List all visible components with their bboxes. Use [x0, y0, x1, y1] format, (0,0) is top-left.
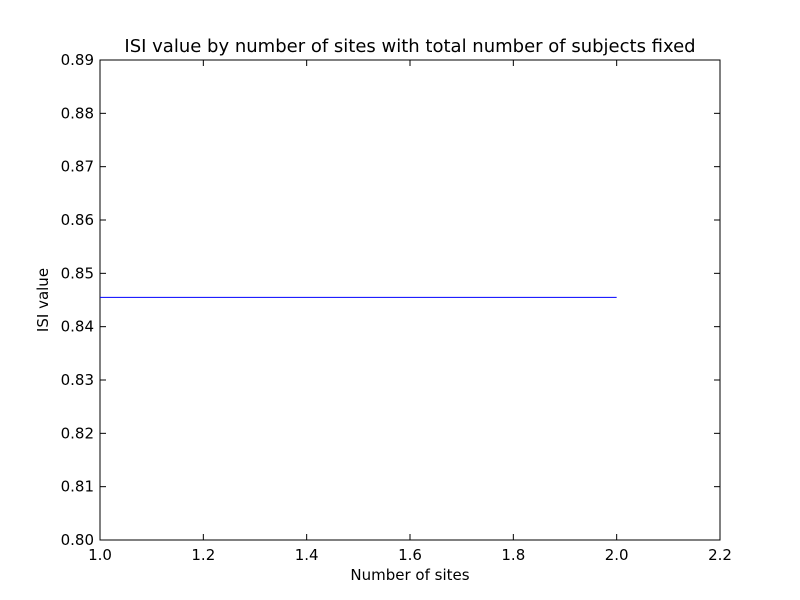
tick-layer	[99, 59, 721, 541]
x-tick-label: 1.4	[295, 546, 319, 564]
x-tick-label: 1.8	[501, 546, 525, 564]
y-tick-label: 0.86	[61, 211, 94, 229]
x-axis-label: Number of sites	[350, 566, 469, 584]
tick-label-layer: 1.0 1.2 1.4 1.6 1.8 2.0 2.2 0.80 0.81 0.82 0.83 0.8…	[61, 51, 732, 564]
x-tick-label: 2.2	[708, 546, 732, 564]
y-tick-label: 0.83	[61, 371, 94, 389]
x-tick-label: 1.0	[88, 546, 112, 564]
y-axis-label: ISI value	[34, 268, 52, 332]
y-tick-label: 0.80	[61, 531, 94, 549]
x-tick-label: 1.6	[398, 546, 422, 564]
y-tick-label: 0.85	[61, 264, 94, 282]
y-tick-label: 0.87	[61, 158, 94, 176]
chart-title: ISI value by number of sites with total …	[124, 36, 695, 57]
x-tick-label: 1.2	[191, 546, 215, 564]
x-tick-label: 2.0	[605, 546, 629, 564]
plot-frame	[99, 59, 721, 541]
y-tick-label: 0.81	[61, 478, 94, 496]
y-tick-label: 0.84	[61, 318, 94, 336]
y-tick-label: 0.88	[61, 104, 94, 122]
y-tick-label: 0.82	[61, 424, 94, 442]
y-tick-label: 0.89	[61, 51, 94, 69]
plot-area	[99, 59, 721, 541]
